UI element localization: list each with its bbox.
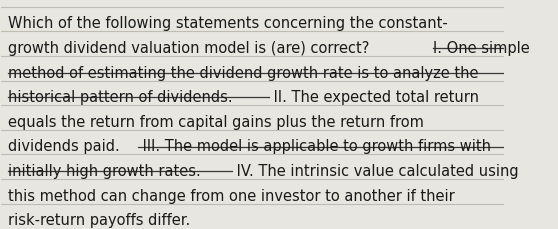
Text: risk-return payoffs differ.: risk-return payoffs differ. bbox=[8, 212, 190, 227]
Text: III. The model is applicable to growth firms with: III. The model is applicable to growth f… bbox=[138, 139, 491, 154]
Text: method of estimating the dividend growth rate is to analyze the: method of estimating the dividend growth… bbox=[8, 65, 478, 80]
Text: this method can change from one investor to another if their: this method can change from one investor… bbox=[8, 188, 455, 203]
Text: initially high growth rates.: initially high growth rates. bbox=[8, 163, 201, 178]
Text: II. The expected total return: II. The expected total return bbox=[269, 90, 479, 105]
Text: dividends paid.: dividends paid. bbox=[8, 139, 119, 154]
Text: Which of the following statements concerning the constant-: Which of the following statements concer… bbox=[8, 16, 448, 31]
Text: growth dividend valuation model is (are) correct?: growth dividend valuation model is (are)… bbox=[8, 41, 374, 56]
Text: I. One simple: I. One simple bbox=[434, 41, 530, 56]
Text: IV. The intrinsic value calculated using: IV. The intrinsic value calculated using bbox=[232, 163, 518, 178]
Text: equals the return from capital gains plus the return from: equals the return from capital gains plu… bbox=[8, 114, 424, 129]
Text: historical pattern of dividends.: historical pattern of dividends. bbox=[8, 90, 233, 105]
